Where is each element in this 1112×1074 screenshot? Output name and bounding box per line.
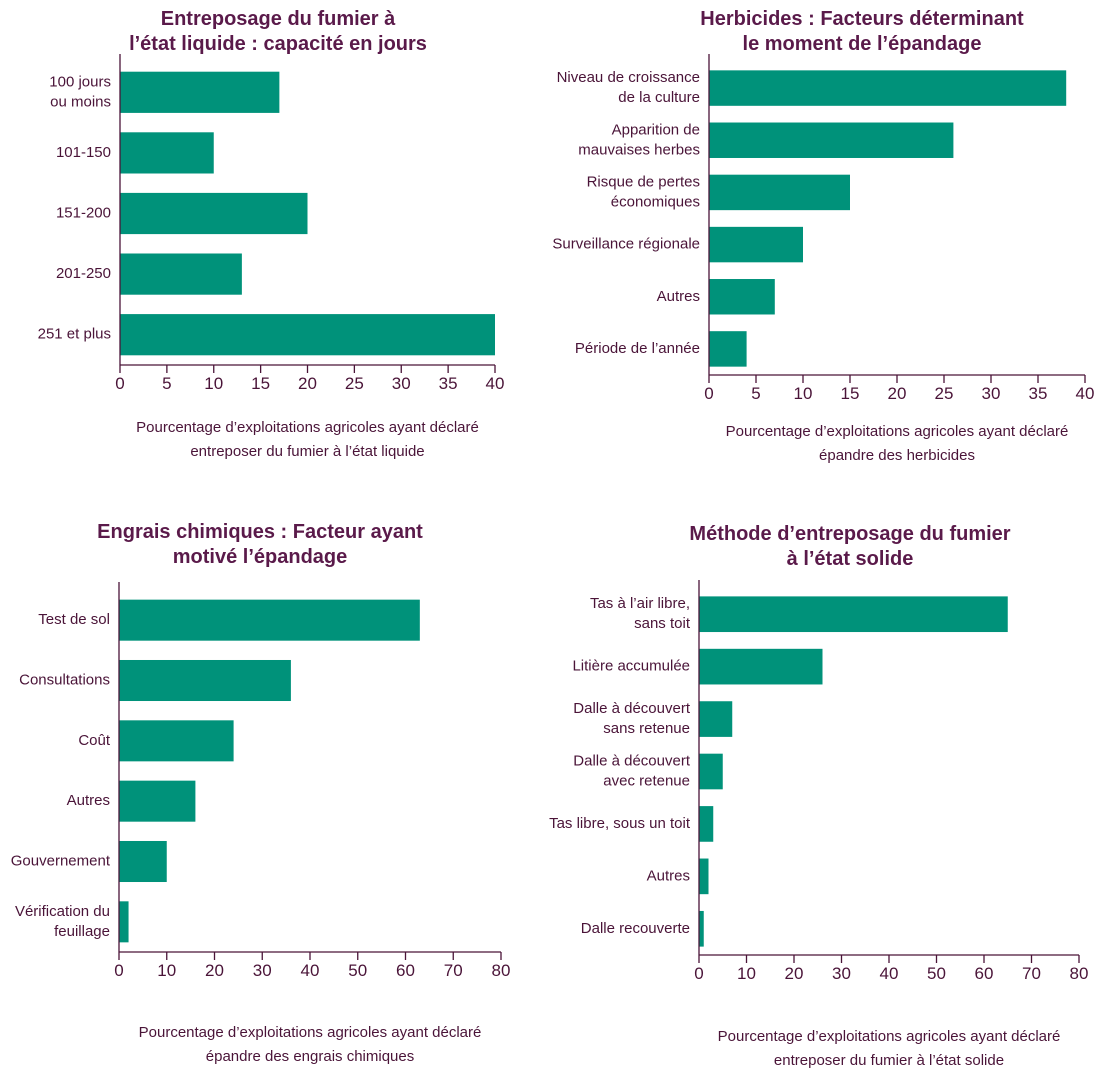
x-tick-label: 20 bbox=[888, 384, 907, 403]
x-tick-label: 10 bbox=[157, 961, 176, 980]
x-tick-label: 5 bbox=[162, 374, 171, 393]
x-tick-label: 25 bbox=[935, 384, 954, 403]
x-tick-label: 20 bbox=[205, 961, 224, 980]
x-tick-label: 20 bbox=[785, 964, 804, 983]
bar bbox=[709, 331, 747, 367]
category-label: 100 jours ou moins bbox=[49, 73, 111, 110]
x-tick-label: 70 bbox=[1022, 964, 1041, 983]
x-tick-label: 60 bbox=[975, 964, 994, 983]
x-tick-label: 80 bbox=[1070, 964, 1089, 983]
bar bbox=[699, 701, 733, 737]
bar bbox=[709, 122, 954, 158]
category-label: Dalle à découvert avec retenue bbox=[573, 752, 691, 789]
category-label: Litière accumulée bbox=[572, 658, 690, 675]
x-tick-label: 35 bbox=[439, 374, 458, 393]
category-label: Consultations bbox=[19, 671, 110, 688]
x-tick-label: 40 bbox=[880, 964, 899, 983]
bar bbox=[120, 192, 308, 235]
x-tick-label: 0 bbox=[694, 964, 703, 983]
bar bbox=[119, 780, 196, 822]
category-label: Autres bbox=[647, 867, 690, 884]
x-tick-label: 40 bbox=[486, 374, 505, 393]
chart-title: Herbicides : Facteurs déterminant le mome… bbox=[700, 8, 1024, 55]
x-tick-label: 25 bbox=[345, 374, 364, 393]
chart-title: Méthode d’entreposage du fumier à l’état … bbox=[689, 523, 1010, 570]
category-label: 251 et plus bbox=[38, 326, 111, 343]
bar bbox=[120, 253, 242, 295]
x-axis-label: Pourcentage d’exploitations agricoles ay… bbox=[136, 419, 479, 460]
x-tick-label: 10 bbox=[204, 374, 223, 393]
chart-title: Entreposage du fumier à l’état liquide : … bbox=[129, 8, 427, 55]
x-tick-label: 20 bbox=[298, 374, 317, 393]
x-tick-label: 30 bbox=[832, 964, 851, 983]
bar bbox=[699, 596, 1008, 633]
x-axis-label: Pourcentage d’exploitations agricoles ay… bbox=[718, 1028, 1061, 1069]
category-label: Coût bbox=[78, 732, 111, 749]
x-axis-label: Pourcentage d’exploitations agricoles ay… bbox=[726, 423, 1069, 464]
x-tick-label: 10 bbox=[794, 384, 813, 403]
bar bbox=[119, 599, 420, 641]
x-tick-label: 50 bbox=[348, 961, 367, 980]
category-label: Dalle recouverte bbox=[581, 920, 690, 937]
category-label: Risque de pertes économiques bbox=[587, 173, 700, 210]
category-label: Autres bbox=[67, 792, 110, 809]
x-axis-label: Pourcentage d’exploitations agricoles ay… bbox=[139, 1024, 482, 1065]
x-tick-label: 40 bbox=[301, 961, 320, 980]
bar bbox=[120, 71, 280, 113]
bar bbox=[120, 132, 214, 174]
category-label: Surveillance régionale bbox=[552, 236, 700, 253]
category-label: 101-150 bbox=[56, 144, 111, 161]
category-label: Vérification du feuillage bbox=[15, 903, 110, 940]
bar bbox=[709, 279, 775, 315]
category-label: Tas à l’air libre, sans toit bbox=[590, 595, 691, 632]
x-tick-label: 0 bbox=[115, 374, 124, 393]
x-tick-label: 30 bbox=[982, 384, 1001, 403]
chart-title: Engrais chimiques : Facteur ayant motivé … bbox=[97, 521, 423, 568]
category-label: 151-200 bbox=[56, 204, 111, 221]
x-tick-label: 70 bbox=[444, 961, 463, 980]
bar bbox=[699, 858, 709, 895]
category-label: Niveau de croissance de la culture bbox=[557, 69, 700, 106]
category-label: Test de sol bbox=[38, 611, 110, 628]
bar bbox=[119, 720, 234, 762]
bar bbox=[709, 174, 850, 211]
bar bbox=[699, 753, 723, 790]
bar bbox=[120, 314, 495, 356]
x-tick-label: 30 bbox=[253, 961, 272, 980]
bar bbox=[699, 648, 823, 685]
x-tick-label: 10 bbox=[737, 964, 756, 983]
category-label: Gouvernement bbox=[11, 852, 111, 869]
x-tick-label: 80 bbox=[492, 961, 511, 980]
x-tick-label: 35 bbox=[1029, 384, 1048, 403]
category-label: Dalle à découvert sans retenue bbox=[573, 700, 691, 737]
x-tick-label: 30 bbox=[392, 374, 411, 393]
bar bbox=[699, 806, 714, 842]
category-label: Tas libre, sous un toit bbox=[549, 815, 691, 832]
bar bbox=[709, 70, 1067, 106]
category-label: Période de l’année bbox=[575, 340, 700, 357]
category-label: Apparition de mauvaises herbes bbox=[578, 121, 700, 158]
bar bbox=[119, 901, 129, 943]
x-tick-label: 60 bbox=[396, 961, 415, 980]
x-tick-label: 40 bbox=[1076, 384, 1095, 403]
x-tick-label: 15 bbox=[841, 384, 860, 403]
x-tick-label: 5 bbox=[751, 384, 760, 403]
category-label: Autres bbox=[657, 288, 700, 305]
bar bbox=[119, 659, 291, 702]
bar bbox=[119, 840, 167, 883]
x-tick-label: 50 bbox=[927, 964, 946, 983]
x-tick-label: 15 bbox=[251, 374, 270, 393]
bar bbox=[709, 226, 803, 263]
x-tick-label: 0 bbox=[704, 384, 713, 403]
bar bbox=[699, 910, 704, 947]
category-label: 201-250 bbox=[56, 265, 111, 282]
x-tick-label: 0 bbox=[114, 961, 123, 980]
